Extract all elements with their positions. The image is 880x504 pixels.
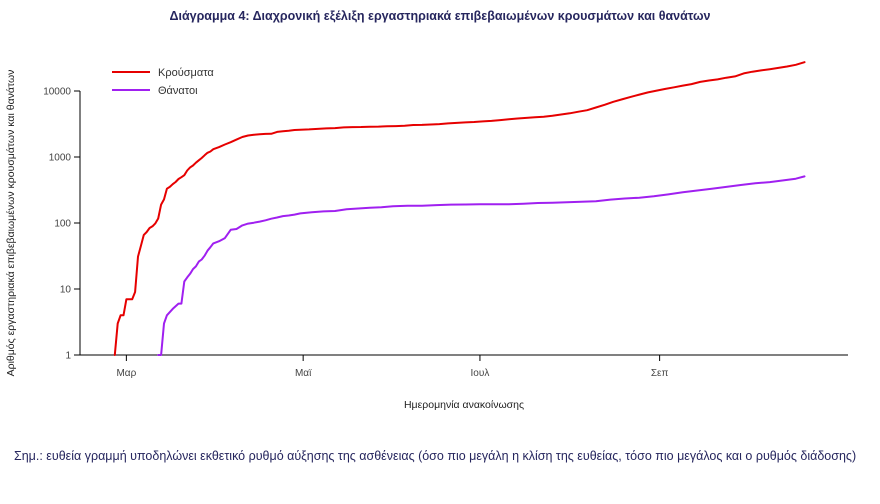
- covid-timeline-chart: 1 10 100 1000 10000 Μαρ Μαϊ Ιουλ Σεπ Ημερομηνία…: [5, 61, 848, 411]
- y-tick-label: 100: [54, 219, 71, 230]
- y-tick-label: 10: [60, 285, 72, 296]
- x-axis: Μαρ Μαϊ Ιουλ Σεπ: [80, 354, 848, 379]
- series-lines: [113, 61, 806, 356]
- series-line-cases: [113, 61, 806, 356]
- x-axis-label: Ημερομηνία ανακοίνωσης: [404, 399, 524, 411]
- legend-label-deaths: Θάνατοι: [158, 85, 198, 97]
- x-tick-label: Μαρ: [116, 368, 136, 379]
- y-axis-label: Αριθμός εργαστηριακά επιβεβαιωμένων κρου…: [5, 70, 17, 377]
- chart-title: Διάγραμμα 4: Διαχρονική εξέλιξη εργαστηρ…: [169, 9, 711, 23]
- x-tick-label: Ιουλ: [471, 368, 490, 379]
- x-tick-label: Μαϊ: [295, 368, 312, 379]
- footnote: Σημ.: ευθεία γραμμή υποδηλώνει εκθετικό …: [14, 449, 857, 463]
- report-page: Διάγραμμα 4: Διαχρονική εξέλιξη εργαστηρ…: [5, 9, 857, 463]
- y-tick-label: 1: [65, 351, 71, 362]
- legend-label-cases: Κρούσματα: [158, 67, 214, 79]
- series-line-deaths: [157, 175, 806, 356]
- y-axis: 1 10 100 1000 10000: [43, 87, 81, 362]
- legend: Κρούσματα Θάνατοι: [112, 67, 214, 97]
- y-tick-label: 10000: [43, 87, 71, 98]
- x-tick-label: Σεπ: [651, 368, 669, 379]
- y-tick-label: 1000: [49, 153, 72, 164]
